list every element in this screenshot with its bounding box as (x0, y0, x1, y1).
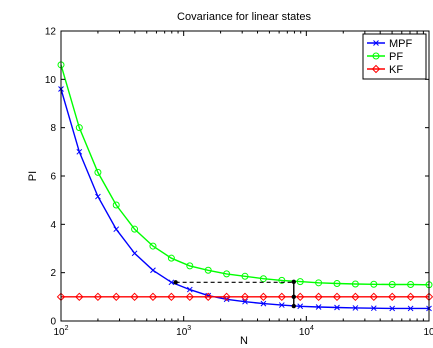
data-point-pf (407, 281, 415, 289)
data-point-pf (167, 254, 175, 262)
data-point-pf (370, 280, 378, 288)
y-axis-label: PI (27, 171, 39, 181)
y-tick-label: 0 (50, 317, 56, 328)
data-point-mpf (407, 305, 414, 312)
data-point-mpf (76, 148, 83, 155)
data-point-kf (277, 292, 287, 302)
data-point-mpf (297, 303, 304, 310)
axes: 0 2 4 6 8 10 12 102 103 104 10 (45, 27, 433, 339)
y-tick-label: 10 (45, 75, 57, 86)
data-point-mpf (113, 226, 120, 233)
data-point-kf (185, 292, 195, 302)
data-point-pf (94, 168, 102, 176)
data-point-kf (259, 292, 268, 302)
data-point-kf (314, 292, 323, 302)
series-line-pf (60, 64, 430, 286)
data-point-pf (259, 275, 267, 283)
legend-marker-pf (372, 52, 380, 60)
data-point-mpf (150, 267, 156, 274)
data-point-kf (240, 292, 250, 302)
data-point-kf (148, 292, 158, 302)
x-tick-label: 10 (423, 327, 433, 338)
data-point-kf (387, 292, 397, 302)
data-point-pf (278, 276, 286, 284)
data-point-mpf (352, 305, 359, 311)
legend-label-kf: KF (389, 64, 403, 76)
x-tick-label: 104 (299, 325, 314, 338)
data-point-kf (130, 292, 139, 302)
x-axis-label: N (240, 335, 248, 347)
data-point-kf (222, 292, 231, 302)
legend-marker-kf (371, 64, 381, 74)
data-point-kf (75, 292, 84, 302)
annotation-point (173, 280, 178, 285)
data-point-pf (241, 272, 249, 280)
y-tick-label: 2 (50, 268, 56, 279)
data-point-pf (351, 280, 359, 288)
annotation-point (291, 279, 296, 285)
data-point-pf (296, 278, 304, 286)
data-point-mpf (315, 304, 322, 310)
data-point-pf (204, 266, 212, 274)
y-tick-label: 12 (45, 27, 57, 38)
data-point-mpf (168, 279, 175, 286)
data-point-kf (351, 292, 360, 302)
data-point-kf (406, 292, 415, 302)
x-tick-label: 102 (53, 325, 68, 338)
data-point-kf (332, 292, 342, 302)
legend-label-mpf: MPF (389, 38, 413, 50)
data-point-mpf (389, 305, 396, 312)
data-point-pf (186, 262, 194, 270)
data-point-mpf (278, 302, 285, 308)
data-point-kf (295, 292, 305, 302)
y-tick-label: 8 (50, 123, 56, 134)
data-point-pf (223, 270, 231, 278)
data-point-pf (131, 225, 139, 233)
data-point-kf (93, 292, 103, 302)
data-point-kf (203, 292, 213, 302)
annotation-point (291, 303, 296, 309)
data-point-kf (369, 292, 379, 302)
legend-marker-mpf (373, 40, 379, 46)
data-point-mpf (131, 250, 138, 257)
y-tick-label: 4 (50, 220, 56, 231)
chart-title: Covariance for linear states (177, 11, 311, 23)
plot-area (56, 61, 433, 312)
data-point-mpf (242, 298, 248, 305)
y-tick-label: 6 (50, 172, 56, 183)
data-point-kf (167, 292, 176, 302)
data-point-mpf (223, 296, 230, 303)
series-line-mpf (60, 88, 429, 310)
annotation-point (291, 294, 296, 300)
data-point-pf (315, 279, 323, 287)
data-point-mpf (334, 304, 340, 311)
data-point-pf (149, 242, 157, 250)
data-point-kf (112, 292, 121, 302)
data-point-pf (112, 201, 120, 209)
data-point-mpf (260, 300, 267, 307)
data-point-pf (388, 281, 396, 289)
legend-label-pf: PF (389, 51, 403, 63)
data-point-mpf (95, 193, 101, 200)
data-point-pf (75, 124, 83, 132)
data-point-mpf (370, 305, 377, 312)
data-point-mpf (186, 286, 193, 293)
data-point-pf (333, 280, 341, 288)
x-tick-label: 103 (176, 325, 191, 338)
